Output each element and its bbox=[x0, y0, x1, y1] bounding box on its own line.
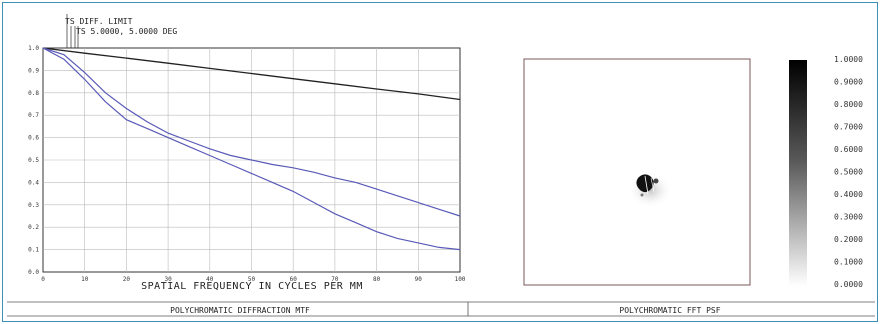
mtf-curve-1 bbox=[42, 47, 461, 217]
legend-diff-limit: TS DIFF. LIMIT bbox=[65, 17, 133, 26]
diff-limit-line bbox=[42, 47, 461, 101]
colorbar-label: 0.8000 bbox=[834, 100, 863, 109]
colorbar-label: 0.0000 bbox=[834, 280, 863, 289]
y-tick-label: 0.6 bbox=[28, 135, 39, 142]
y-tick-label: 0.4 bbox=[28, 179, 39, 186]
x-tick-label: 30 bbox=[164, 276, 172, 283]
mtf-series-lines bbox=[42, 47, 461, 251]
x-tick-label: 10 bbox=[81, 276, 89, 283]
x-tick-label: 20 bbox=[123, 276, 131, 283]
y-tick-label: 0.8 bbox=[28, 90, 39, 97]
colorbar-gradient bbox=[789, 60, 807, 286]
colorbar-label: 0.4000 bbox=[834, 190, 863, 199]
mtf-caption: POLYCHROMATIC DIFFRACTION MTF bbox=[170, 306, 310, 315]
y-tick-label: 0.7 bbox=[28, 112, 39, 119]
x-tick-label: 90 bbox=[415, 276, 423, 283]
mtf-plot: 0.0 0.1 0.2 0.3 0.4 0.5 0.6 0.7 0.8 0.9 1.0 0 10 20 3… bbox=[28, 45, 466, 292]
y-tick-label: 0.3 bbox=[28, 202, 39, 209]
y-tick-label: 0.0 bbox=[28, 269, 39, 276]
y-tick-label: 0.2 bbox=[28, 224, 39, 231]
colorbar-label: 0.6000 bbox=[834, 145, 863, 154]
colorbar-label: 0.2000 bbox=[834, 235, 863, 244]
colorbar-label: 0.3000 bbox=[834, 213, 863, 222]
y-tick-label: 1.0 bbox=[28, 45, 39, 52]
x-tick-label: 80 bbox=[373, 276, 381, 283]
mtf-grid bbox=[43, 48, 460, 272]
x-tick-label: 70 bbox=[331, 276, 339, 283]
y-tick-label: 0.1 bbox=[28, 247, 39, 254]
x-tick-label: 60 bbox=[290, 276, 298, 283]
colorbar-labels: 1.0000 0.9000 0.8000 0.7000 0.6000 0.5000 0.40… bbox=[834, 55, 863, 289]
x-tick-label: 50 bbox=[248, 276, 256, 283]
colorbar-label: 0.9000 bbox=[834, 78, 863, 87]
colorbar-label: 0.5000 bbox=[834, 168, 863, 177]
y-tick-label: 0.9 bbox=[28, 67, 39, 74]
psf-caption: POLYCHROMATIC FFT PSF bbox=[619, 306, 720, 315]
psf-colorbar: 1.0000 0.9000 0.8000 0.7000 0.6000 0.5000 0.40… bbox=[789, 55, 863, 289]
mtf-curve-2 bbox=[42, 47, 461, 251]
psf-frame bbox=[523, 58, 751, 286]
y-tick-label: 0.5 bbox=[28, 157, 39, 164]
legend-field: TS 5.0000, 5.0000 DEG bbox=[76, 27, 177, 36]
x-tick-label: 40 bbox=[206, 276, 214, 283]
colorbar-label: 0.7000 bbox=[834, 123, 863, 132]
psf-core bbox=[636, 174, 654, 193]
colorbar-label: 0.1000 bbox=[834, 258, 863, 267]
mtf-legend-header: TS DIFF. LIMIT TS 5.0000, 5.0000 DEG bbox=[65, 14, 177, 48]
mtf-y-tick-labels: 0.0 0.1 0.2 0.3 0.4 0.5 0.6 0.7 0.8 0.9 1.0 bbox=[28, 45, 39, 276]
mtf-x-axis-label: SPATIAL FREQUENCY IN CYCLES PER MM bbox=[141, 281, 363, 292]
colorbar-label: 1.0000 bbox=[834, 55, 863, 64]
mtf-x-tick-labels: 0 10 20 30 40 50 60 70 80 90 100 bbox=[41, 276, 466, 283]
x-tick-label: 0 bbox=[41, 276, 45, 283]
caption-strip: POLYCHROMATIC DIFFRACTION MTF POLYCHROMA… bbox=[7, 301, 875, 317]
x-tick-label: 100 bbox=[455, 276, 466, 283]
psf-image bbox=[523, 58, 751, 286]
